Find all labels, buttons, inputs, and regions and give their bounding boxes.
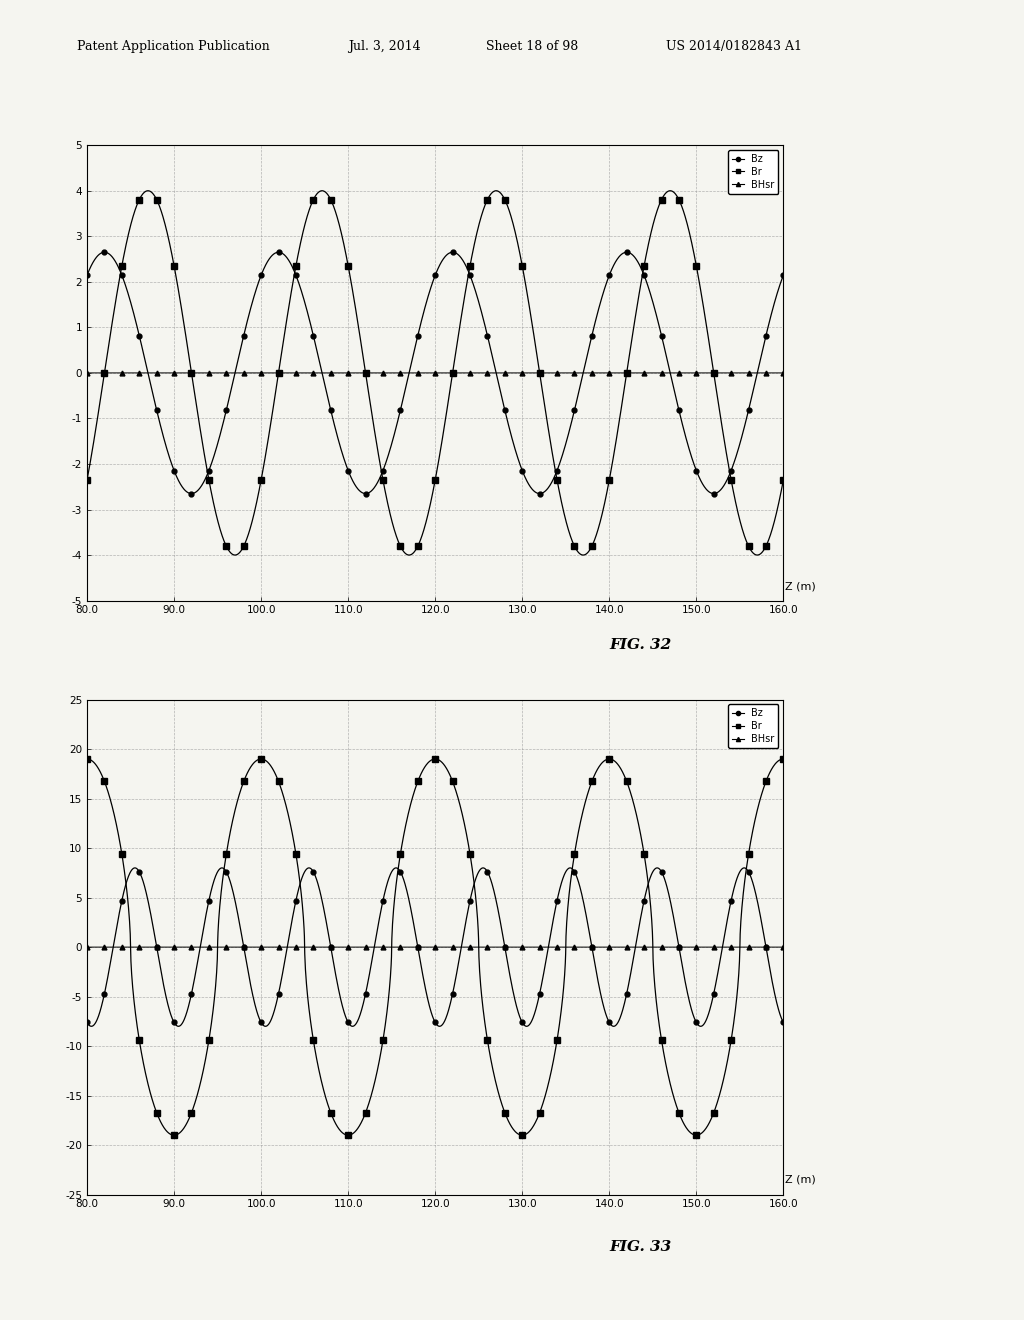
Text: FIG. 33: FIG. 33	[609, 1241, 672, 1254]
Legend: Bz, Br, BHsr: Bz, Br, BHsr	[728, 705, 778, 748]
Text: Sheet 18 of 98: Sheet 18 of 98	[486, 40, 579, 53]
Text: FIG. 32: FIG. 32	[609, 639, 672, 652]
Legend: Bz, Br, BHsr: Bz, Br, BHsr	[728, 150, 778, 194]
Text: Jul. 3, 2014: Jul. 3, 2014	[348, 40, 421, 53]
Text: Z (m): Z (m)	[784, 1175, 815, 1185]
Text: Z (m): Z (m)	[784, 582, 815, 591]
Text: US 2014/0182843 A1: US 2014/0182843 A1	[666, 40, 802, 53]
Text: Patent Application Publication: Patent Application Publication	[77, 40, 269, 53]
